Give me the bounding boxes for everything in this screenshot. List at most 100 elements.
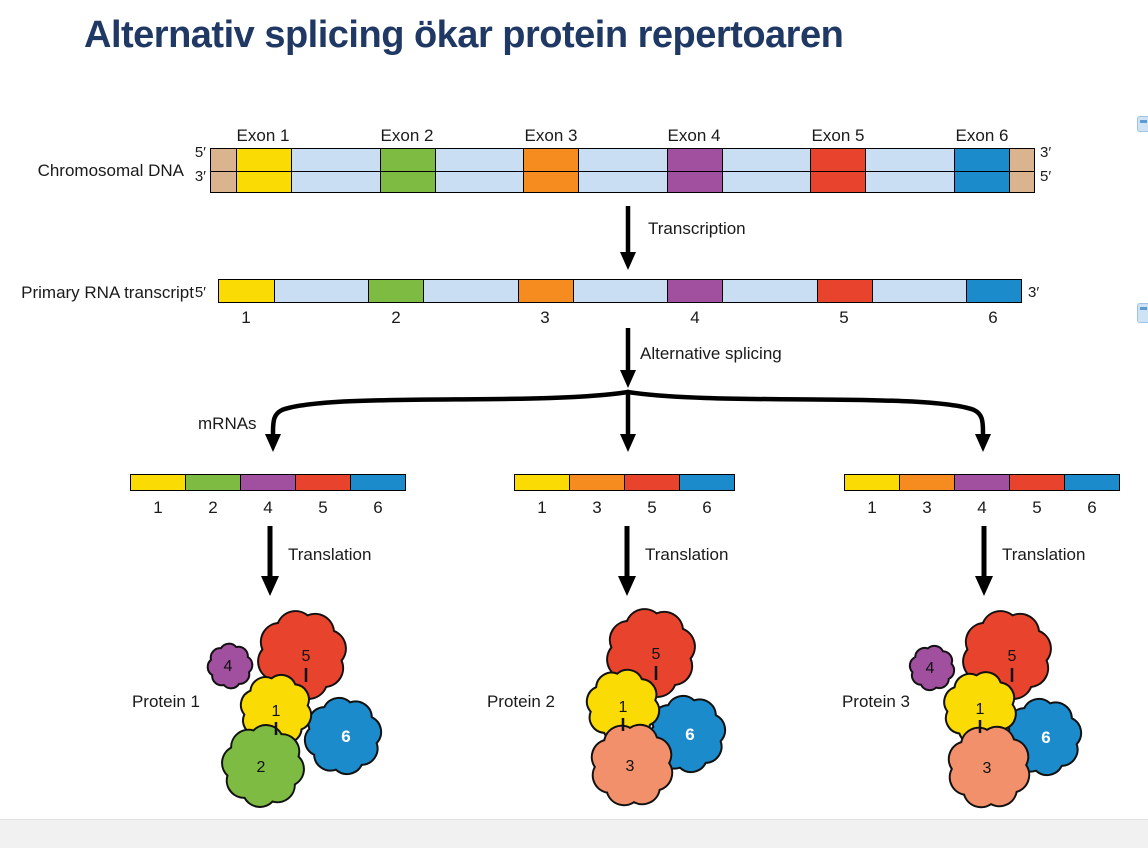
translation-arrow-3 <box>975 526 993 596</box>
mrna-1-bar <box>130 474 406 491</box>
subunit-number: 5 <box>1008 648 1017 665</box>
mrna1-exon-6 <box>350 475 405 490</box>
page-title: Alternativ splicing ökar protein reperto… <box>84 14 844 56</box>
protein-1-label: Protein 1 <box>131 692 200 711</box>
arrowhead <box>620 252 636 270</box>
rna-3prime: 3′ <box>1028 284 1040 301</box>
protein-1-diagram: 4 5 6 1 2 <box>202 605 388 813</box>
subunit-number: 4 <box>224 658 233 675</box>
mrna3-number: 4 <box>977 498 987 517</box>
protein-3-diagram: 4 5 6 1 3 <box>906 605 1088 813</box>
translation-label-2: Translation <box>645 545 729 564</box>
alternative-splicing-arrow <box>620 328 636 388</box>
rna-exon-3 <box>517 280 573 302</box>
rna-exon-number-1: 1 <box>241 308 251 327</box>
mrna1-exon-2 <box>185 475 240 490</box>
dna-strand-divider <box>211 170 1034 172</box>
arrowhead <box>261 576 279 596</box>
mrna2-exon-6 <box>679 475 734 490</box>
arrowhead <box>620 434 636 452</box>
arrowhead <box>265 434 281 452</box>
subunit-number: 6 <box>685 725 694 744</box>
edge-artifact-detail <box>1140 120 1147 123</box>
mrna2-exon-1 <box>515 475 569 490</box>
mrna3-exon-4 <box>954 475 1009 490</box>
exon-label-6: Exon 6 <box>955 126 1009 145</box>
rna-intron <box>572 280 668 302</box>
edge-artifact-top <box>1137 116 1148 132</box>
subunit-number: 5 <box>652 646 661 663</box>
mrna2-number: 1 <box>537 498 547 517</box>
rna-exon-1 <box>219 280 274 302</box>
dna-right-3prime: 3′ <box>1040 144 1052 161</box>
dna-right-5prime: 5′ <box>1040 168 1052 185</box>
translation-arrow-1 <box>261 526 279 596</box>
subunit-number: 1 <box>976 701 985 718</box>
mrna2-exon-3 <box>569 475 624 490</box>
primary-rna-label: Primary RNA transcript <box>21 283 194 302</box>
subunit-number: 3 <box>626 758 635 775</box>
edge-artifact-detail <box>1140 307 1147 310</box>
branch-left <box>270 389 631 439</box>
protein-3-label: Protein 3 <box>841 692 910 711</box>
arrowhead <box>620 370 636 388</box>
rna-intron <box>423 280 518 302</box>
rna-exon-number-3: 3 <box>540 308 550 327</box>
rna-intron <box>722 280 817 302</box>
transcription-arrow <box>620 206 636 270</box>
protein-2-label: Protein 2 <box>486 692 555 711</box>
translation-arrow-2 <box>618 526 636 596</box>
subunit-number: 2 <box>257 759 266 776</box>
branch-right <box>625 389 986 439</box>
arrowhead <box>618 576 636 596</box>
mrna3-exon-1 <box>845 475 899 490</box>
subunit-number: 5 <box>302 648 311 665</box>
mrna2-number: 3 <box>592 498 602 517</box>
subunit-number: 4 <box>926 660 935 677</box>
chromosomal-dna-label: Chromosomal DNA <box>37 161 184 180</box>
rna-exon-4 <box>667 280 723 302</box>
subunit-number: 6 <box>341 727 350 746</box>
exon-label-1: Exon 1 <box>236 126 290 145</box>
exon-label-5: Exon 5 <box>811 126 865 145</box>
mrna3-exon-6 <box>1064 475 1119 490</box>
mrna1-number: 5 <box>318 498 328 517</box>
protein-2-diagram: 5 6 1 3 <box>574 603 732 813</box>
subunit-number: 3 <box>983 760 992 777</box>
mrnas-label: mRNAs <box>198 414 257 433</box>
transcription-label: Transcription <box>648 219 746 238</box>
mrna1-exon-4 <box>240 475 295 490</box>
rna-exon-5 <box>816 280 872 302</box>
mrna3-exon-3 <box>899 475 954 490</box>
subunit-number: 1 <box>619 699 628 716</box>
mrna1-exon-5 <box>295 475 350 490</box>
exon-label-2: Exon 2 <box>380 126 434 145</box>
splicing-branch-fork <box>265 389 991 452</box>
subunit-number: 1 <box>272 703 281 720</box>
rna-exon-2 <box>368 280 424 302</box>
rna-exon-6 <box>966 280 1022 302</box>
mrna1-exon-1 <box>131 475 185 490</box>
primary-rna-bar <box>218 279 1022 303</box>
dna-left-3prime: 3′ <box>194 168 206 185</box>
translation-label-3: Translation <box>1002 545 1086 564</box>
mrna1-number: 1 <box>153 498 163 517</box>
mrna1-number: 4 <box>263 498 273 517</box>
rna-intron <box>871 280 967 302</box>
mrna3-exon-5 <box>1009 475 1064 490</box>
mrna2-exon-5 <box>624 475 679 490</box>
mrna3-number: 6 <box>1087 498 1097 517</box>
exon-label-4: Exon 4 <box>667 126 721 145</box>
rna-5prime: 5′ <box>194 284 206 301</box>
mrna2-number: 5 <box>647 498 657 517</box>
alternative-splicing-label: Alternative splicing <box>640 344 782 363</box>
mrna-2-bar <box>514 474 735 491</box>
mrna1-number: 2 <box>208 498 218 517</box>
arrowhead <box>975 434 991 452</box>
mrna3-number: 3 <box>922 498 932 517</box>
mrna3-number: 5 <box>1032 498 1042 517</box>
exon-label-3: Exon 3 <box>524 126 578 145</box>
rna-exon-number-2: 2 <box>391 308 401 327</box>
mrna3-number: 1 <box>867 498 877 517</box>
mrna2-number: 6 <box>702 498 712 517</box>
